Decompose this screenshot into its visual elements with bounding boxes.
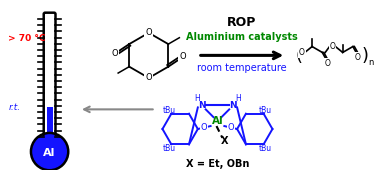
Text: O: O — [324, 59, 330, 68]
Text: ): ) — [362, 47, 369, 65]
Text: ROP: ROP — [227, 17, 257, 29]
Text: r.t.: r.t. — [8, 103, 20, 112]
Text: O: O — [228, 123, 234, 132]
Text: O: O — [330, 42, 335, 51]
Text: tBu: tBu — [163, 144, 176, 153]
Text: room temperature: room temperature — [197, 63, 287, 73]
Text: tBu: tBu — [259, 144, 272, 153]
Text: n: n — [369, 58, 374, 67]
Text: Aluminium catalysts: Aluminium catalysts — [186, 32, 298, 42]
Text: O: O — [201, 123, 208, 132]
Text: H: H — [235, 94, 241, 103]
Text: O: O — [111, 49, 118, 58]
Text: Al: Al — [43, 148, 56, 158]
Text: > 70 °C: > 70 °C — [8, 34, 46, 43]
Text: O: O — [299, 48, 305, 57]
FancyBboxPatch shape — [44, 13, 56, 142]
Text: O: O — [180, 52, 186, 61]
Bar — [46, 107, 53, 141]
Circle shape — [33, 135, 66, 168]
Text: X: X — [221, 136, 228, 146]
Text: O: O — [355, 53, 361, 62]
Text: Al: Al — [212, 116, 223, 126]
Text: tBu: tBu — [259, 106, 272, 115]
Text: (: ( — [296, 47, 303, 65]
Text: O: O — [146, 73, 152, 82]
Text: X = Et, OBn: X = Et, OBn — [186, 159, 249, 169]
Text: N: N — [198, 101, 206, 110]
Circle shape — [31, 133, 68, 170]
Text: O: O — [146, 28, 152, 37]
Text: H: H — [194, 94, 200, 103]
Text: tBu: tBu — [163, 106, 176, 115]
Text: N: N — [229, 101, 237, 110]
